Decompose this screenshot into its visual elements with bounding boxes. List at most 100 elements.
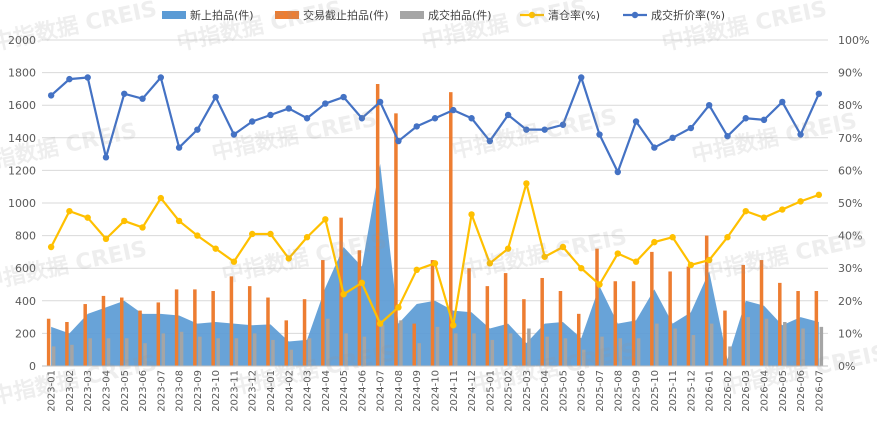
point-discount-rate <box>742 115 749 122</box>
bar-deal-closed <box>668 271 672 366</box>
bar-deal-closed <box>138 310 142 366</box>
point-discount-rate <box>687 124 695 132</box>
bar-deal-closed <box>485 286 490 366</box>
x-axis-tick-label: 2025-08 <box>613 370 624 412</box>
x-axis-tick-label: 2026-04 <box>760 370 771 412</box>
bar-sold <box>563 338 568 366</box>
bar-deal-closed <box>211 291 215 366</box>
point-clearance-rate <box>285 255 292 262</box>
point-discount-rate <box>102 154 110 161</box>
bar-sold <box>618 338 623 366</box>
bar-deal-closed <box>321 260 325 366</box>
point-discount-rate <box>468 115 475 122</box>
left-axis-tick-label: 800 <box>15 230 36 243</box>
axes: 0 200 400 600 800 1000 1200 1400 1600 1800 2000 0% 1… <box>8 34 869 412</box>
bar-deal-closed <box>814 291 819 366</box>
point-clearance-rate <box>450 322 457 329</box>
point-discount-rate <box>632 118 640 125</box>
bar-sold <box>179 331 184 366</box>
x-axis-tick-label: 2024-09 <box>412 370 423 412</box>
point-clearance-rate <box>121 217 128 225</box>
bar-sold <box>746 317 750 366</box>
left-axis-tick-label: 1000 <box>8 197 36 210</box>
x-axis-tick-label: 2024-02 <box>284 370 295 412</box>
point-clearance-rate <box>779 206 786 213</box>
point-discount-rate <box>358 115 366 122</box>
bar-deal-closed <box>156 302 161 366</box>
point-discount-rate <box>541 126 548 133</box>
point-clearance-rate <box>358 279 366 287</box>
left-axis-tick-label: 1200 <box>8 164 36 177</box>
x-axis-tick-label: 2023-03 <box>83 370 94 412</box>
bar-deal-closed <box>503 273 508 366</box>
point-clearance-rate <box>687 261 695 269</box>
point-clearance-rate <box>212 245 219 252</box>
bar-deal-closed <box>558 291 563 366</box>
point-discount-rate <box>303 115 311 122</box>
bar-deal-closed <box>778 282 782 366</box>
x-axis-tick-label: 2023-10 <box>211 370 222 412</box>
bar-deal-closed <box>394 113 398 366</box>
bar-sold <box>472 333 476 366</box>
x-axis-tick-label: 2023-04 <box>101 370 112 412</box>
bar-sold <box>764 318 769 366</box>
bar-sold <box>819 326 824 366</box>
point-discount-rate <box>596 131 603 138</box>
right-axis-tick-label: 0% <box>838 360 855 373</box>
bar-deal-closed <box>174 289 179 366</box>
point-clearance-rate <box>797 198 804 205</box>
bar-sold <box>216 338 220 366</box>
point-discount-rate <box>194 126 201 133</box>
bar-deal-closed <box>120 297 124 366</box>
point-discount-rate <box>139 95 146 102</box>
bar-sold <box>51 346 56 366</box>
bar-sold <box>125 338 129 366</box>
right-axis-tick-label: 70% <box>838 132 862 145</box>
point-clearance-rate <box>578 265 585 272</box>
bar-deal-closed <box>741 264 745 366</box>
bar-sold <box>545 336 549 366</box>
bar-sold <box>673 328 677 366</box>
point-discount-rate <box>413 123 420 130</box>
bar-sold <box>508 333 513 366</box>
point-discount-rate <box>376 98 384 106</box>
bar-sold <box>709 323 714 366</box>
bar-sold <box>655 323 659 366</box>
bar-series <box>46 84 824 366</box>
point-clearance-rate <box>431 260 439 267</box>
left-axis-tick-label: 600 <box>15 262 36 275</box>
x-axis-tick-label: 2024-03 <box>303 370 314 412</box>
point-discount-rate <box>322 100 329 107</box>
x-axis-tick-label: 2025-04 <box>540 370 551 412</box>
point-discount-rate <box>267 111 274 119</box>
bar-deal-closed <box>650 251 654 366</box>
point-clearance-rate <box>632 258 640 265</box>
point-discount-rate <box>504 111 512 119</box>
point-clearance-rate <box>413 266 420 274</box>
point-clearance-rate <box>340 291 347 298</box>
point-discount-rate <box>47 92 55 99</box>
legend-label: 成交拍品(件) <box>428 8 492 22</box>
x-axis-tick-label: 2023-09 <box>193 370 204 412</box>
left-axis-tick-label: 2000 <box>8 34 36 47</box>
point-discount-rate <box>157 74 165 81</box>
bar-deal-closed <box>449 92 453 366</box>
x-axis-tick-label: 2024-07 <box>376 370 387 412</box>
x-axis-tick-label: 2025-02 <box>504 370 515 412</box>
point-discount-rate <box>815 90 823 97</box>
legend-label: 新上拍品(件) <box>190 8 254 22</box>
bar-deal-closed <box>613 281 618 366</box>
bar-deal-closed <box>46 318 51 366</box>
bar-deal-closed <box>247 286 252 366</box>
x-axis-tick-label: 2024-06 <box>357 370 368 412</box>
point-clearance-rate <box>267 230 274 238</box>
point-discount-rate <box>285 105 292 112</box>
bar-deal-closed <box>595 248 599 366</box>
x-axis-tick-label: 2026-05 <box>778 370 789 412</box>
point-discount-rate <box>614 168 621 176</box>
chart-legend: 新上拍品(件) 交易截止拍品(件) 成交拍品(件) 清仓率(%) 成交折价率(%) <box>162 8 725 22</box>
bar-sold <box>252 333 257 366</box>
bar-sold <box>88 338 92 366</box>
bar-sold <box>326 318 330 366</box>
bar-sold <box>801 328 805 366</box>
